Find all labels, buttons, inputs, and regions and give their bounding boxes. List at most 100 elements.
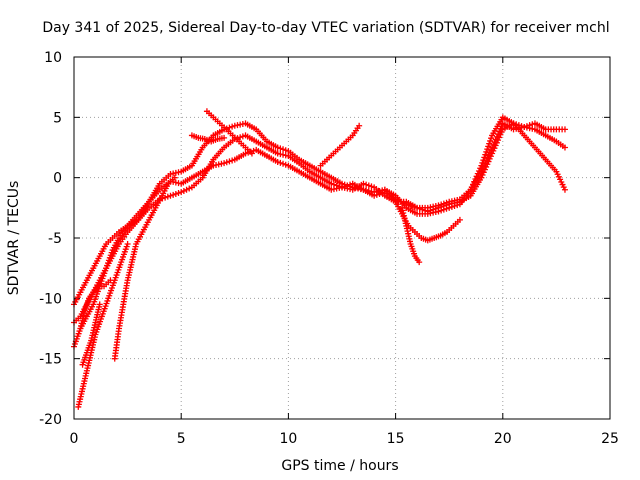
data-point: [451, 203, 458, 210]
data-point: [498, 129, 505, 136]
data-point: [170, 191, 177, 198]
data-point: [486, 155, 493, 162]
data-point: [486, 140, 493, 147]
data-point: [561, 186, 568, 193]
data-point: [368, 183, 375, 190]
data-point: [124, 241, 131, 248]
data-point: [483, 148, 490, 155]
y-tick-label: 0: [53, 171, 62, 187]
data-point: [175, 190, 182, 197]
chart-title: Day 341 of 2025, Sidereal Day-to-day VTE…: [42, 20, 609, 36]
data-point: [356, 122, 363, 129]
data-point: [365, 182, 372, 189]
data-point: [523, 123, 530, 130]
data-point: [344, 182, 351, 189]
data-point: [493, 139, 500, 146]
y-tick-label: -10: [39, 291, 62, 307]
data-point: [479, 159, 486, 166]
data-point: [561, 144, 568, 151]
data-point: [167, 192, 174, 199]
data-point: [171, 174, 178, 181]
x-axis-label: GPS time / hours: [281, 458, 398, 474]
data-point: [226, 124, 233, 131]
data-point: [481, 166, 488, 173]
data-point: [480, 157, 487, 164]
data-point: [473, 173, 480, 180]
data-point: [164, 193, 171, 200]
data-point: [341, 181, 348, 188]
data-point: [495, 137, 502, 144]
data-point: [446, 204, 453, 211]
data-point: [456, 216, 463, 223]
data-point: [513, 121, 520, 128]
y-tick-label: -5: [48, 231, 62, 247]
y-tick-label: -20: [39, 412, 62, 428]
x-tick-label: 5: [177, 431, 186, 447]
data-point: [468, 184, 475, 191]
data-point: [488, 135, 495, 142]
data-point: [483, 163, 490, 170]
data-point: [229, 157, 236, 164]
data-point: [186, 185, 193, 192]
x-tick-label: 25: [601, 431, 619, 447]
y-tick-label: 5: [53, 110, 62, 126]
data-point: [277, 159, 284, 166]
y-axis-label: SDTVAR / TECUs: [6, 181, 22, 296]
x-tick-label: 15: [387, 431, 405, 447]
data-point: [172, 190, 179, 197]
data-point: [237, 134, 244, 141]
data-point: [248, 150, 255, 157]
data-point: [363, 181, 370, 188]
data-point: [478, 174, 485, 181]
series-track-10: [399, 204, 423, 266]
data-point: [221, 160, 228, 167]
data-point: [471, 178, 478, 185]
data-point: [435, 208, 442, 215]
series-track-5: [111, 174, 178, 362]
data-point: [561, 126, 568, 133]
data-point: [280, 160, 287, 167]
data-point: [472, 176, 479, 183]
data-point: [347, 183, 354, 190]
x-tick-label: 20: [494, 431, 512, 447]
data-point: [282, 147, 289, 154]
data-point: [496, 134, 503, 141]
data-point: [178, 189, 185, 196]
data-point: [416, 205, 423, 212]
series-track-11: [77, 277, 114, 332]
data-point: [440, 206, 447, 213]
data-point: [480, 169, 487, 176]
data-point: [467, 186, 474, 193]
data-point: [526, 122, 533, 129]
data-point: [274, 158, 281, 165]
data-point: [96, 301, 103, 308]
data-point: [485, 143, 492, 150]
data-point: [485, 158, 492, 165]
data-point: [282, 161, 289, 168]
data-point: [438, 207, 445, 214]
data-point: [474, 170, 481, 177]
data-point: [482, 151, 489, 158]
data-point: [481, 154, 488, 161]
data-point: [180, 187, 187, 194]
axis-ticks: 0 5 10 15 20 25 -20 -15 -10 -5 0 5 10: [39, 50, 619, 447]
data-point: [448, 203, 455, 210]
y-tick-label: 10: [44, 50, 62, 66]
data-point: [183, 186, 190, 193]
data-point: [107, 277, 114, 284]
data-point: [339, 180, 345, 187]
data-point: [489, 150, 496, 157]
data-points: [71, 108, 568, 410]
x-tick-label: 0: [70, 431, 79, 447]
series-track-8: [317, 122, 363, 169]
data-point: [229, 123, 236, 130]
data-point: [416, 259, 423, 266]
data-point: [484, 146, 491, 153]
data-point: [491, 145, 498, 152]
data-point: [479, 171, 486, 178]
data-point: [497, 131, 504, 138]
data-point: [478, 162, 485, 169]
data-point: [470, 181, 477, 188]
